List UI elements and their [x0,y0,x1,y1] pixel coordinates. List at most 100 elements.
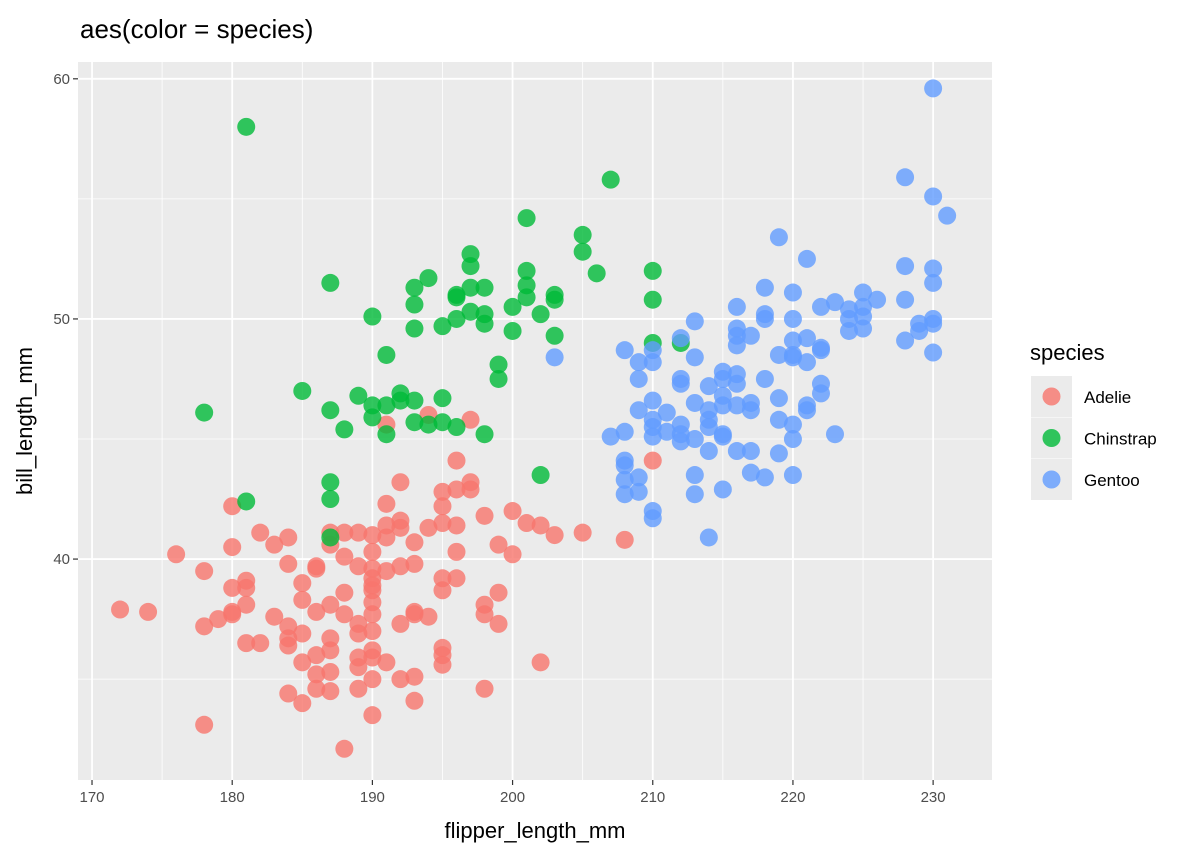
point-adelie [447,516,466,535]
point-chinstrap [461,257,480,276]
point-chinstrap [363,307,382,326]
x-tick-label: 180 [220,789,245,806]
point-gentoo [685,485,704,504]
plot-panel [78,62,992,780]
point-adelie [391,473,410,492]
point-gentoo [657,422,676,441]
point-gentoo [685,348,704,367]
point-chinstrap [335,420,354,439]
point-adelie [447,451,466,470]
point-gentoo [769,444,788,463]
point-gentoo [924,343,943,362]
point-gentoo [615,422,634,441]
point-adelie [335,583,354,602]
point-adelie [335,547,354,566]
point-adelie [405,667,424,686]
point-adelie [293,653,312,672]
point-adelie [391,614,410,633]
point-adelie [251,523,270,542]
point-gentoo [685,312,704,331]
point-gentoo [643,427,662,446]
point-chinstrap [447,288,466,307]
point-chinstrap [321,490,340,509]
point-adelie [349,523,368,542]
y-tick-label: 40 [53,551,70,568]
point-adelie [377,653,396,672]
point-chinstrap [545,290,564,309]
point-adelie [279,636,298,655]
legend-label: Adelie [1084,388,1131,407]
point-adelie [321,641,340,660]
point-gentoo [671,329,690,348]
point-gentoo [727,297,746,316]
point-chinstrap [461,278,480,297]
point-chinstrap [321,401,340,420]
point-chinstrap [433,413,452,432]
point-gentoo [629,353,648,372]
point-chinstrap [461,302,480,321]
point-chinstrap [405,295,424,314]
y-tick-label: 50 [53,311,70,328]
point-chinstrap [517,209,536,228]
point-chinstrap [433,317,452,336]
point-gentoo [741,442,760,461]
point-gentoo [713,480,732,499]
x-tick-label: 170 [80,789,105,806]
point-chinstrap [475,278,494,297]
point-adelie [391,670,410,689]
point-adelie [377,562,396,581]
point-adelie [363,648,382,667]
point-gentoo [643,353,662,372]
point-gentoo [783,331,802,350]
point-gentoo [811,341,830,360]
point-adelie [489,614,508,633]
legend-key-gentoo [1042,470,1061,489]
point-adelie [237,634,256,653]
point-adelie [405,533,424,552]
point-gentoo [629,482,648,501]
point-gentoo [685,466,704,485]
point-gentoo [924,79,943,98]
y-axis-label: bill_length_mm [12,347,37,495]
point-adelie [475,506,494,525]
point-chinstrap [447,418,466,437]
point-chinstrap [377,396,396,415]
point-chinstrap [643,290,662,309]
axes: 170 180 190 200 210 220 230 40 50 60 [53,71,945,806]
point-adelie [531,516,550,535]
point-adelie [167,545,186,564]
point-chinstrap [321,473,340,492]
point-adelie [405,605,424,624]
point-adelie [433,497,452,516]
point-adelie [293,574,312,593]
point-adelie [111,600,130,619]
point-chinstrap [293,381,312,400]
x-tick-label: 200 [500,789,525,806]
point-gentoo [755,278,774,297]
point-adelie [265,607,284,626]
point-adelie [293,624,312,643]
point-gentoo [699,528,718,547]
point-chinstrap [433,389,452,408]
point-gentoo [896,168,915,187]
point-adelie [363,605,382,624]
point-gentoo [615,485,634,504]
point-gentoo [924,259,943,278]
point-chinstrap [503,321,522,340]
point-adelie [209,610,228,629]
point-adelie [643,451,662,470]
point-adelie [489,535,508,554]
point-gentoo [825,425,844,444]
point-chinstrap [405,391,424,410]
point-gentoo [615,456,634,475]
point-gentoo [811,384,830,403]
point-adelie [363,670,382,689]
point-gentoo [727,336,746,355]
point-gentoo [601,427,620,446]
point-chinstrap [419,415,438,434]
point-gentoo [783,415,802,434]
point-gentoo [896,257,915,276]
chart-title: aes(color = species) [80,14,313,44]
point-chinstrap [517,261,536,280]
point-adelie [475,679,494,698]
